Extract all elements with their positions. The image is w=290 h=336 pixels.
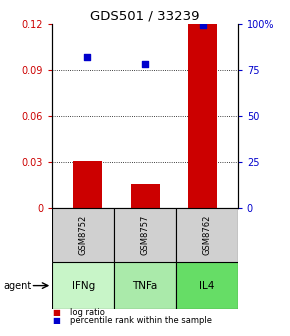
Text: IFNg: IFNg bbox=[72, 281, 95, 291]
Text: GSM8757: GSM8757 bbox=[140, 215, 150, 255]
Text: percentile rank within the sample: percentile rank within the sample bbox=[70, 317, 212, 325]
Text: agent: agent bbox=[3, 281, 31, 291]
Bar bbox=[72, 161, 102, 208]
Text: log ratio: log ratio bbox=[70, 308, 104, 317]
Point bbox=[143, 61, 147, 67]
Text: GSM8752: GSM8752 bbox=[79, 215, 88, 255]
Bar bbox=[52, 208, 114, 262]
Bar bbox=[52, 262, 114, 309]
Text: ■: ■ bbox=[52, 308, 60, 317]
Bar bbox=[188, 24, 218, 208]
Bar bbox=[176, 262, 238, 309]
Text: IL4: IL4 bbox=[199, 281, 215, 291]
Bar bbox=[114, 262, 176, 309]
Text: GSM8762: GSM8762 bbox=[202, 215, 211, 255]
Point bbox=[201, 23, 205, 28]
Bar bbox=[176, 208, 238, 262]
Bar bbox=[130, 184, 160, 208]
Text: ■: ■ bbox=[52, 317, 60, 325]
Point bbox=[85, 54, 89, 59]
Title: GDS501 / 33239: GDS501 / 33239 bbox=[90, 9, 200, 23]
Bar bbox=[114, 208, 176, 262]
Text: TNFa: TNFa bbox=[132, 281, 158, 291]
